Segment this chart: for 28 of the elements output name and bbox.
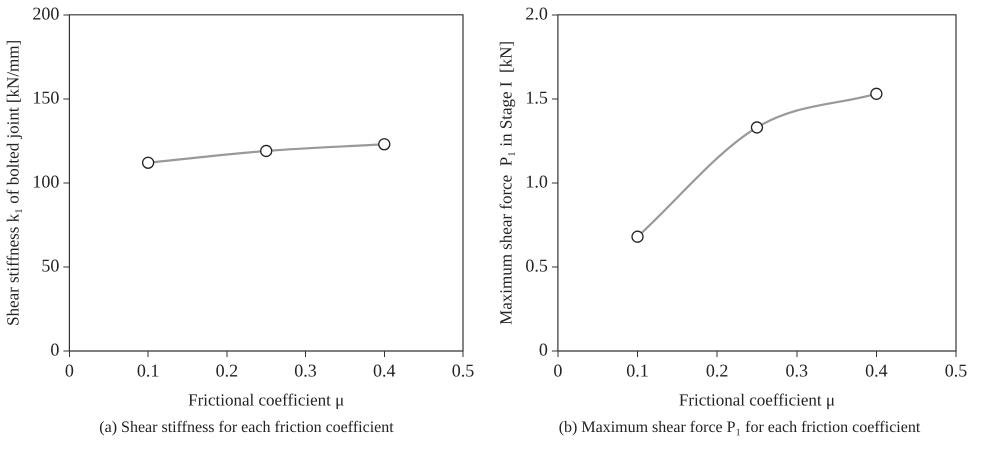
x-axis-title: Frictional coefficient μ	[188, 390, 344, 410]
x-tick-label: 0.2	[216, 360, 238, 381]
text: (b) Maximum shear force P₁ for each friction coefficient	[558, 419, 922, 437]
x-tick-label: 0.3	[294, 360, 317, 381]
y-tick-label: 150	[32, 88, 60, 108]
y-tick-label: 1.5	[525, 88, 548, 108]
x-tick-label: 0.5	[452, 360, 474, 381]
y-axis-title: Shear stiffness k₁ of bolted joint [kN/mm]	[4, 40, 23, 326]
y-tick-label: 1.0	[525, 172, 548, 192]
x-tick-label: 0.4	[865, 360, 888, 381]
x-tick-label: 0.2	[706, 360, 728, 381]
x-tick-label: 0.1	[626, 360, 649, 381]
y-tick-label: 2.0	[525, 4, 548, 24]
x-tick-label: 0.5	[944, 360, 968, 381]
x-tick-label: 0.1	[136, 360, 160, 381]
y-tick-label: 50	[41, 256, 60, 276]
x-tick-label: 0	[553, 360, 562, 381]
y-axis-title: Maximum shear force P₁ in Stage I [kN]	[496, 40, 516, 325]
y-tick-label: 0	[538, 340, 548, 360]
y-tick-label: 200	[32, 4, 60, 24]
x-tick-label: 0.3	[786, 360, 808, 381]
text: (a) Shear stiffness for each friction coefficient	[98, 419, 395, 437]
x-axis-title: Frictional coefficient μ	[678, 390, 835, 410]
x-tick-label: 0.4	[373, 360, 396, 381]
y-tick-label: 0	[50, 340, 60, 360]
x-tick-label: 0	[64, 360, 74, 381]
y-tick-label: 100	[32, 172, 60, 192]
y-tick-label: 0.5	[525, 256, 548, 276]
